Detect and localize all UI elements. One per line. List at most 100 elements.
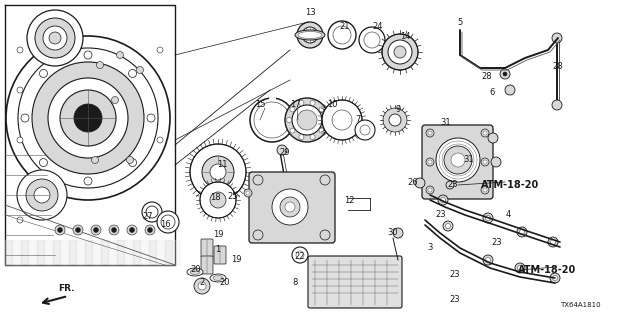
Circle shape — [319, 107, 324, 112]
Text: 27: 27 — [143, 212, 154, 221]
Circle shape — [17, 87, 23, 93]
Circle shape — [48, 78, 128, 158]
Text: TX64A1810: TX64A1810 — [560, 302, 600, 308]
Text: 23: 23 — [450, 295, 460, 304]
Text: 14: 14 — [400, 32, 410, 41]
Circle shape — [445, 223, 451, 228]
Circle shape — [426, 158, 434, 166]
Circle shape — [17, 137, 23, 143]
Text: FR.: FR. — [58, 284, 74, 293]
Circle shape — [359, 27, 385, 53]
Text: 23: 23 — [436, 210, 446, 219]
Circle shape — [394, 46, 406, 58]
Circle shape — [93, 228, 99, 233]
Circle shape — [127, 225, 137, 235]
Circle shape — [18, 48, 158, 188]
Circle shape — [290, 128, 295, 133]
Text: 17: 17 — [290, 100, 300, 109]
Circle shape — [393, 228, 403, 238]
Text: 16: 16 — [160, 220, 170, 229]
Circle shape — [428, 188, 432, 192]
Text: 24: 24 — [372, 22, 383, 31]
Circle shape — [74, 104, 102, 132]
Circle shape — [296, 251, 304, 259]
Circle shape — [109, 225, 119, 235]
Text: 30: 30 — [388, 228, 398, 237]
Circle shape — [116, 52, 124, 59]
Circle shape — [17, 170, 67, 220]
Text: 20: 20 — [220, 278, 230, 287]
Circle shape — [194, 278, 210, 294]
Circle shape — [157, 137, 163, 143]
Text: 21: 21 — [340, 22, 350, 31]
Ellipse shape — [295, 30, 325, 40]
Circle shape — [111, 228, 116, 233]
Text: 7: 7 — [355, 115, 361, 124]
Text: 23: 23 — [492, 238, 502, 247]
Circle shape — [310, 135, 315, 140]
Circle shape — [111, 97, 118, 103]
Circle shape — [322, 100, 362, 140]
Circle shape — [333, 26, 351, 44]
Text: 26: 26 — [408, 178, 419, 187]
Text: 5: 5 — [458, 18, 463, 27]
Circle shape — [364, 32, 380, 48]
FancyBboxPatch shape — [249, 172, 335, 243]
Text: 23: 23 — [448, 180, 458, 189]
Circle shape — [285, 98, 329, 142]
Circle shape — [503, 72, 507, 76]
Circle shape — [17, 217, 23, 223]
Circle shape — [444, 146, 472, 174]
Circle shape — [136, 67, 143, 74]
Circle shape — [190, 144, 246, 200]
FancyBboxPatch shape — [214, 246, 226, 264]
Circle shape — [500, 69, 510, 79]
Circle shape — [17, 47, 23, 53]
Circle shape — [142, 202, 162, 222]
Circle shape — [280, 197, 300, 217]
Text: 8: 8 — [292, 278, 298, 287]
Circle shape — [292, 247, 308, 263]
Circle shape — [486, 215, 490, 220]
Circle shape — [92, 156, 99, 164]
Circle shape — [250, 98, 294, 142]
Circle shape — [210, 164, 226, 180]
Text: 28: 28 — [482, 72, 492, 81]
Text: 6: 6 — [490, 88, 495, 97]
FancyBboxPatch shape — [201, 256, 213, 274]
FancyBboxPatch shape — [422, 125, 493, 199]
Circle shape — [49, 32, 61, 44]
Circle shape — [6, 36, 170, 200]
Text: 28: 28 — [553, 62, 563, 71]
Circle shape — [157, 217, 163, 223]
Circle shape — [299, 100, 304, 105]
Circle shape — [43, 26, 67, 50]
Circle shape — [481, 158, 489, 166]
Circle shape — [34, 187, 50, 203]
Circle shape — [486, 258, 490, 262]
Ellipse shape — [213, 276, 223, 281]
Circle shape — [26, 179, 58, 211]
Circle shape — [145, 225, 155, 235]
Text: 9: 9 — [396, 105, 401, 114]
Ellipse shape — [190, 269, 200, 275]
Text: 29: 29 — [280, 148, 291, 157]
Circle shape — [127, 156, 134, 164]
Circle shape — [55, 225, 65, 235]
Circle shape — [40, 69, 47, 77]
Circle shape — [426, 129, 434, 137]
Text: ATM-18-20: ATM-18-20 — [481, 180, 539, 190]
Circle shape — [290, 107, 295, 112]
Ellipse shape — [187, 268, 203, 276]
Text: 22: 22 — [295, 252, 305, 261]
Text: 25: 25 — [228, 192, 238, 201]
Text: 19: 19 — [231, 255, 241, 264]
Circle shape — [360, 125, 370, 135]
Circle shape — [323, 117, 328, 123]
Text: 3: 3 — [428, 243, 433, 252]
Circle shape — [84, 51, 92, 59]
Circle shape — [210, 192, 226, 208]
Circle shape — [147, 114, 155, 122]
Circle shape — [552, 33, 562, 43]
Circle shape — [415, 178, 425, 188]
